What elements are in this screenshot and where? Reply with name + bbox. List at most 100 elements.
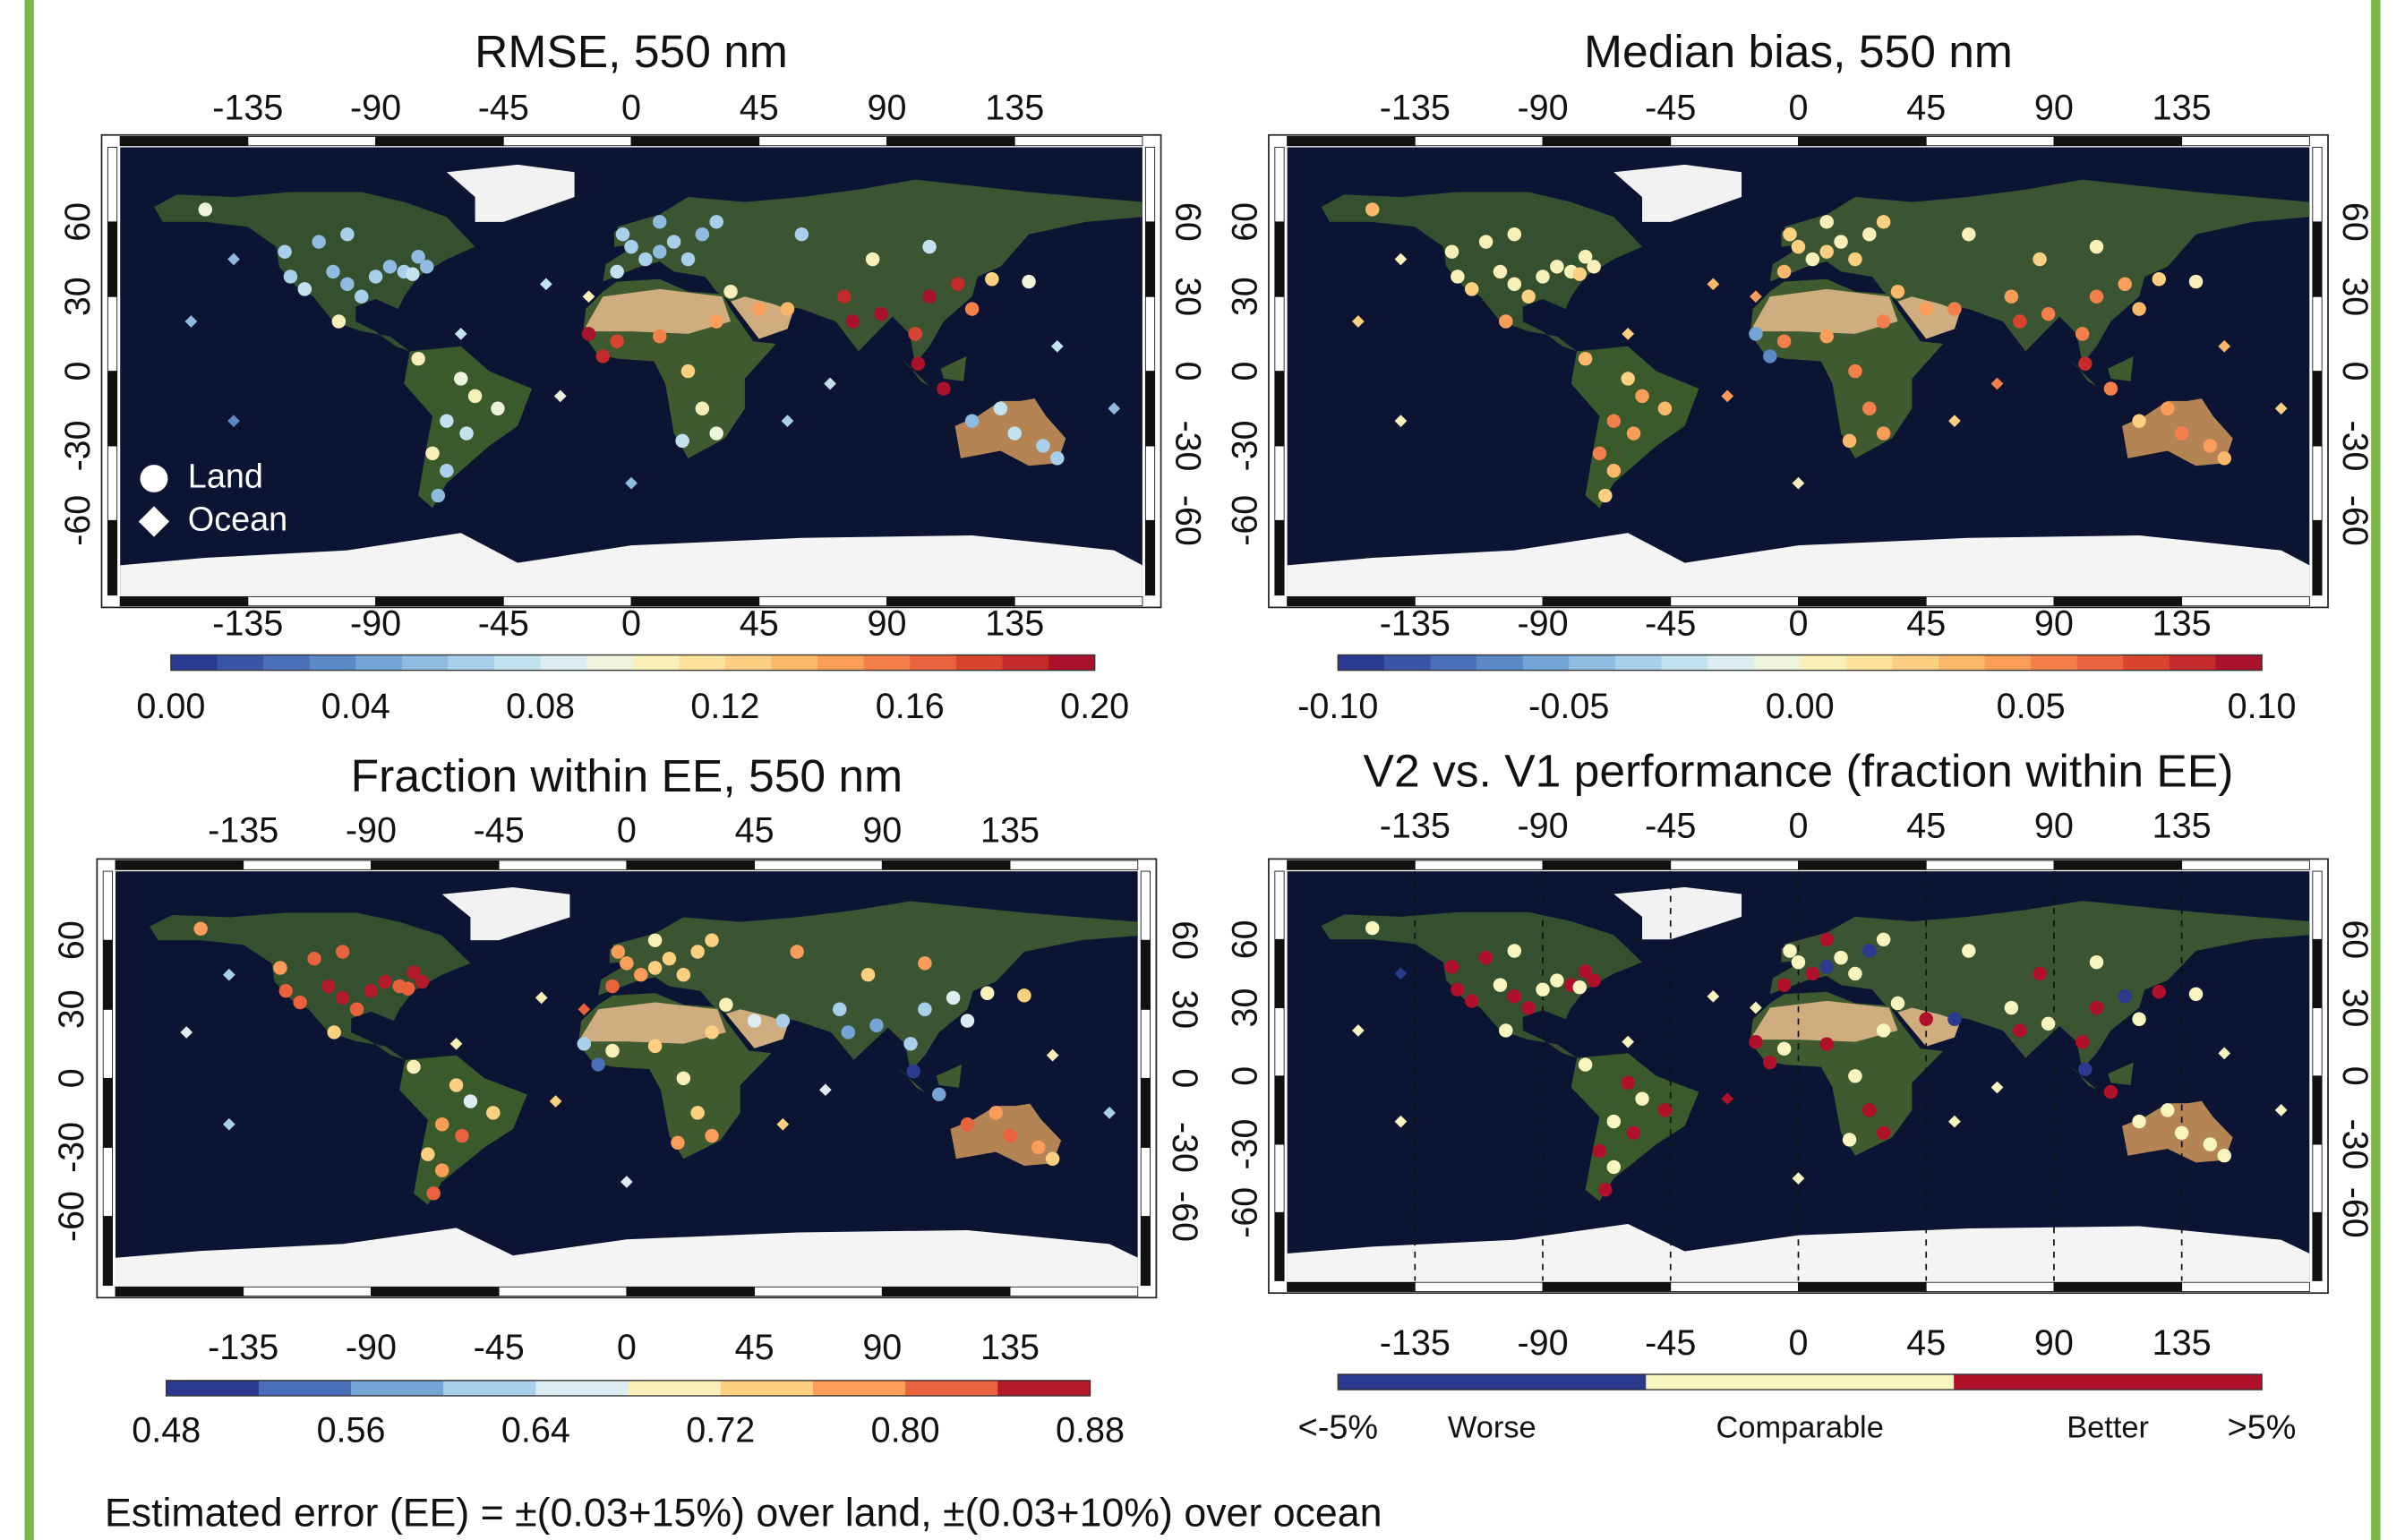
land-site (2005, 289, 2018, 303)
land-site (612, 945, 625, 958)
y-tick-label: 30 (1225, 988, 1264, 1028)
land-site (1593, 447, 1606, 460)
land-site (2175, 426, 2188, 440)
frame-bar (1926, 1282, 2054, 1291)
y-tick-label: -60 (2335, 1187, 2375, 1238)
land-site (1493, 978, 1507, 991)
frame-bar (1141, 871, 1150, 940)
y-tick-label: -60 (1225, 495, 1264, 546)
x-tick-label: -45 (478, 603, 529, 643)
land-site (675, 434, 689, 448)
frame-bar (2313, 1144, 2322, 1212)
land-site (1508, 227, 1521, 241)
frame-bar (1275, 520, 1284, 595)
land-site (2189, 988, 2203, 1001)
frame-bar (107, 446, 116, 520)
colorbar-swatch (541, 655, 587, 671)
colorbar-swatch (1800, 655, 1846, 671)
frame-bar (2054, 136, 2182, 145)
frame-bar (1288, 860, 1416, 869)
x-tick-label: 135 (985, 603, 1044, 643)
land-site (2132, 1013, 2145, 1026)
land-site (1536, 270, 1549, 283)
land-site (406, 267, 419, 280)
x-tick-label: -45 (474, 1328, 525, 1367)
colorbar-swatch (1646, 1374, 1954, 1390)
land-site (1508, 944, 1521, 957)
colorbar-label: Worse (1448, 1411, 1536, 1445)
land-site (605, 1044, 619, 1057)
y-tick-label: 0 (58, 362, 98, 381)
land-site (1621, 372, 1634, 385)
land-site (2075, 1035, 2089, 1048)
land-site (776, 1014, 790, 1027)
y-tick-label: 60 (1168, 202, 1208, 242)
land-site (435, 1117, 449, 1131)
land-site (1621, 1076, 1634, 1090)
land-site (1877, 933, 1890, 946)
land-site (1806, 967, 1819, 980)
land-site (1593, 1144, 1606, 1158)
frame-bar (2313, 222, 2322, 296)
frame-bar (1275, 372, 1284, 446)
y-tick-label: -30 (2335, 1119, 2375, 1170)
land-site (369, 270, 382, 283)
land-site (638, 252, 652, 266)
land-site (407, 965, 420, 979)
colorbar-swatch (259, 1381, 352, 1396)
colorbar-swatch (2077, 655, 2124, 671)
land-site (2153, 272, 2166, 286)
colorbar-label: 0.56 (317, 1411, 386, 1450)
y-tick-label: -30 (1225, 1119, 1264, 1170)
frame-bar (1671, 136, 1799, 145)
x-tick-label: -90 (350, 89, 401, 128)
land-site (2041, 307, 2055, 321)
y-tick-label: -60 (2335, 495, 2375, 546)
x-tick-label: -135 (208, 811, 278, 851)
colorbar-swatch (1754, 655, 1801, 671)
land-site (980, 987, 994, 1000)
land-site (681, 364, 695, 378)
colorbar-swatch (679, 655, 725, 671)
colorbar-swatch (1523, 655, 1570, 671)
land-site (1627, 426, 1640, 440)
frame-bar (627, 1287, 755, 1296)
y-tick-label: -30 (52, 1122, 91, 1173)
land-site (846, 314, 860, 328)
map (116, 871, 1138, 1286)
land-site (1017, 988, 1031, 1002)
frame-bar (371, 860, 499, 869)
colorbar-swatch (586, 655, 633, 671)
land-site (340, 278, 354, 291)
frame-bar (1671, 1282, 1799, 1291)
land-site (908, 327, 921, 340)
x-tick-label: 0 (1788, 807, 1808, 846)
x-tick-label: 135 (2153, 807, 2212, 846)
x-tick-label: 45 (1906, 1323, 1946, 1363)
land-site (937, 381, 950, 395)
land-site (861, 968, 875, 981)
x-tick-label: 0 (1788, 603, 1808, 643)
land-site (491, 402, 504, 415)
x-tick-label: 45 (735, 811, 775, 851)
figure: Estimated error (EE) = ±(0.03+15%) over … (0, 0, 2405, 1540)
x-tick-label: 0 (617, 1328, 637, 1367)
x-tick-label: -135 (1380, 807, 1451, 846)
land-site (432, 489, 445, 502)
land-site (2013, 1023, 2026, 1037)
frame-bar (886, 136, 1014, 145)
land-site (321, 980, 335, 993)
frame-bar (1543, 1282, 1671, 1291)
frame-bar (2313, 939, 2322, 1007)
frame-bar (1543, 136, 1671, 145)
y-tick-label: -60 (58, 495, 98, 546)
x-tick-label: 45 (1906, 807, 1946, 846)
y-tick-label: -60 (1168, 495, 1208, 546)
land-site (795, 227, 809, 241)
land-site (1891, 285, 1904, 298)
land-site (653, 244, 666, 258)
frame-bar (107, 147, 116, 221)
frame-bar (1671, 860, 1799, 869)
frame-bar (2054, 860, 2182, 869)
frame-bar (107, 296, 116, 371)
